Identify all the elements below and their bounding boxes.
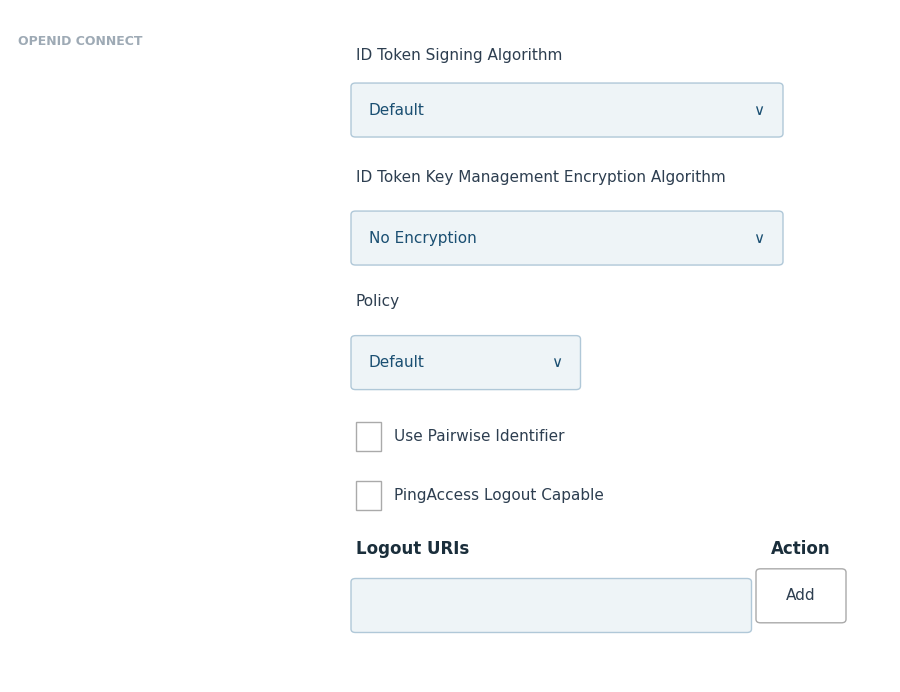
- Text: ∨: ∨: [753, 102, 764, 118]
- FancyBboxPatch shape: [356, 481, 381, 510]
- Text: Default: Default: [369, 355, 425, 370]
- Text: OPENID CONNECT: OPENID CONNECT: [18, 35, 142, 48]
- Text: No Encryption: No Encryption: [369, 230, 477, 246]
- Text: Logout URIs: Logout URIs: [356, 540, 469, 558]
- FancyBboxPatch shape: [351, 579, 752, 632]
- FancyBboxPatch shape: [351, 211, 783, 265]
- FancyBboxPatch shape: [756, 569, 846, 623]
- Text: Policy: Policy: [356, 294, 400, 309]
- Text: ID Token Key Management Encryption Algorithm: ID Token Key Management Encryption Algor…: [356, 170, 725, 185]
- Text: ID Token Signing Algorithm: ID Token Signing Algorithm: [356, 48, 562, 64]
- Text: ∨: ∨: [753, 230, 764, 246]
- Text: PingAccess Logout Capable: PingAccess Logout Capable: [394, 488, 604, 503]
- Text: Default: Default: [369, 102, 425, 118]
- Text: Add: Add: [787, 588, 815, 603]
- FancyBboxPatch shape: [351, 83, 783, 137]
- Text: Use Pairwise Identifier: Use Pairwise Identifier: [394, 429, 564, 444]
- Text: Action: Action: [771, 540, 831, 558]
- FancyBboxPatch shape: [351, 336, 580, 390]
- Text: ∨: ∨: [551, 355, 562, 370]
- FancyBboxPatch shape: [356, 422, 381, 451]
